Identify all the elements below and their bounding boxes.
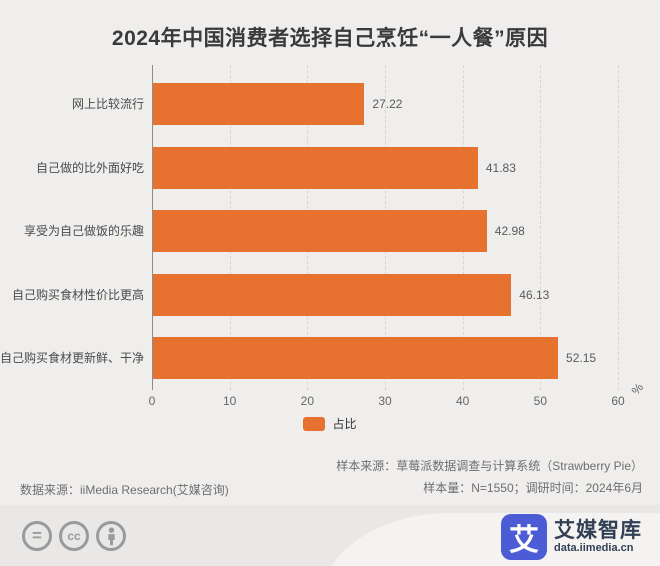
equals-license-icon: = — [22, 521, 52, 551]
person-attribution-icon — [96, 521, 126, 551]
brand-text: 艾媒智库 data.iimedia.cn — [554, 518, 642, 555]
legend: 占比 — [0, 415, 660, 432]
sample-source-note: 样本来源：草莓派数据调查与计算系统（Strawberry Pie） — [336, 459, 643, 473]
x-tick-label: 40 — [455, 394, 470, 408]
bar — [153, 146, 478, 189]
brand-logo-block: 艾 艾媒智库 data.iimedia.cn — [501, 514, 642, 560]
bar-value-label: 41.83 — [485, 160, 516, 175]
bar — [153, 210, 487, 252]
category-label: 自己购买食材更新鲜、干净 — [0, 351, 144, 365]
legend-swatch-icon — [303, 416, 326, 431]
sample-size-note: 样本量：N=1550；调研时间：2024年6月 — [423, 481, 643, 495]
x-tick-label: 20 — [300, 394, 314, 408]
category-label: 自己购买食材性价比更高 — [11, 287, 144, 302]
x-tick-label: 10 — [222, 394, 237, 408]
category-label: 自己做的比外面好吃 — [35, 160, 144, 175]
category-label: 享受为自己做饭的乐趣 — [23, 224, 144, 238]
x-tick-label: 30 — [378, 394, 392, 408]
gridline — [540, 65, 542, 390]
bar-value-label: 52.15 — [566, 351, 597, 365]
bar-value-label: 42.98 — [494, 224, 525, 238]
x-tick-label: 60 — [611, 394, 625, 408]
sample-notes: 样本来源：草莓派数据调查与计算系统（Strawberry Pie） 样本量：N=… — [336, 455, 643, 499]
x-tick-label: 50 — [533, 394, 547, 408]
bar — [153, 83, 365, 125]
bar-value-label: 27.22 — [372, 97, 403, 111]
brand-url: data.iimedia.cn — [554, 541, 634, 554]
legend-label: 占比 — [332, 417, 357, 431]
chart-title: 2024年中国消费者选择自己烹饪“一人餐”原因 — [111, 27, 549, 50]
y-axis-line — [152, 65, 153, 390]
brand-footer-band: = cc 艾 艾媒智库 data.iimedia.cn — [0, 505, 660, 566]
data-source-note: 数据来源：iiMedia Research(艾媒咨询) — [20, 483, 229, 497]
bar-value-label: 46.13 — [519, 287, 550, 302]
cc-license-icon: cc — [59, 521, 89, 551]
bar — [153, 273, 512, 316]
gridline — [618, 65, 619, 390]
brand-name: 艾媒智库 — [554, 518, 642, 542]
x-tick-label: 0 — [148, 394, 156, 408]
iimedia-logo-icon: 艾 — [501, 514, 547, 560]
category-label: 网上比较流行 — [71, 97, 144, 111]
bar — [153, 337, 559, 379]
license-icons: = cc — [22, 521, 126, 551]
